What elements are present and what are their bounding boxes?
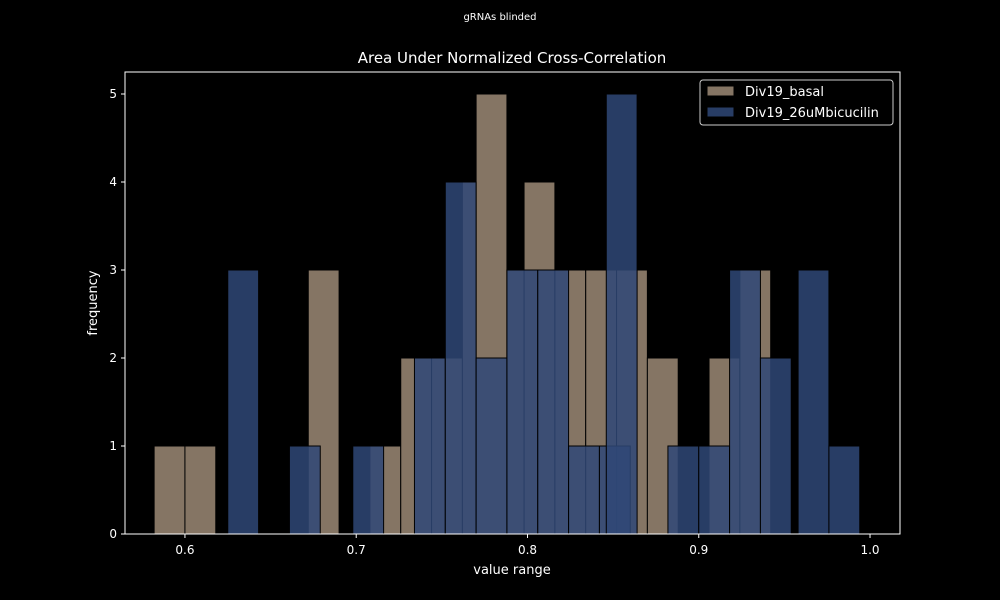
bar-bicucilin-10 [605, 93, 638, 535]
figure-suptitle: gRNAs blinded [463, 12, 536, 23]
bar-bicucilin-12 [698, 445, 731, 535]
bar-bicucilin-15 [797, 269, 830, 535]
bar-bicucilin-13 [729, 269, 761, 535]
chart-title: Area Under Normalized Cross-Correlation [358, 49, 667, 67]
bar-bicucilin-2 [352, 445, 385, 535]
bar-bicucilin-4 [444, 181, 477, 535]
bar-bicucilin-1 [288, 445, 321, 535]
bar-bicucilin-6 [506, 269, 539, 535]
series-bicucilin-bars [227, 93, 861, 535]
bar-bicucilin-16 [828, 445, 861, 535]
x-axis-label: value range [473, 563, 550, 578]
plot-frame [124, 71, 901, 535]
bar-bicucilin-0 [227, 269, 260, 535]
bar-bicucilin-7 [537, 269, 570, 535]
y-tick-label-0: 0 [109, 527, 117, 541]
x-tick-label-0: 0.6 [175, 543, 194, 557]
y-axis-label: frequency [86, 270, 101, 336]
y-tick-label-2: 2 [109, 351, 117, 365]
bar-basal-0 [153, 445, 186, 535]
x-tick-label-1: 0.7 [347, 543, 366, 557]
y-axis-ticks: 0 1 2 3 4 5 [109, 87, 125, 541]
bar-basal-1 [184, 445, 217, 535]
y-tick-label-3: 3 [109, 263, 117, 277]
bar-bicucilin-5 [475, 357, 508, 535]
legend-label-bicucilin: Div19_26uMbicucilin [745, 106, 879, 121]
legend-swatch-basal [706, 85, 735, 97]
legend-swatch-bicucilin [706, 106, 735, 118]
bar-bicucilin-3 [413, 357, 446, 535]
x-axis-ticks: 0.6 0.7 0.8 0.9 1.0 [175, 534, 880, 557]
x-tick-label-3: 0.9 [689, 543, 708, 557]
legend: Div19_basal Div19_26uMbicucilin [699, 79, 894, 126]
legend-label-basal: Div19_basal [745, 85, 824, 100]
y-tick-label-1: 1 [109, 439, 117, 453]
bar-bicucilin-8 [568, 445, 600, 535]
x-tick-label-4: 1.0 [860, 543, 879, 557]
y-tick-label-4: 4 [109, 175, 117, 189]
bar-bicucilin-14 [759, 357, 792, 535]
legend-frame [699, 79, 894, 126]
y-tick-label-5: 5 [109, 87, 117, 101]
bar-bicucilin-11 [667, 445, 700, 535]
x-tick-label-2: 0.8 [518, 543, 537, 557]
